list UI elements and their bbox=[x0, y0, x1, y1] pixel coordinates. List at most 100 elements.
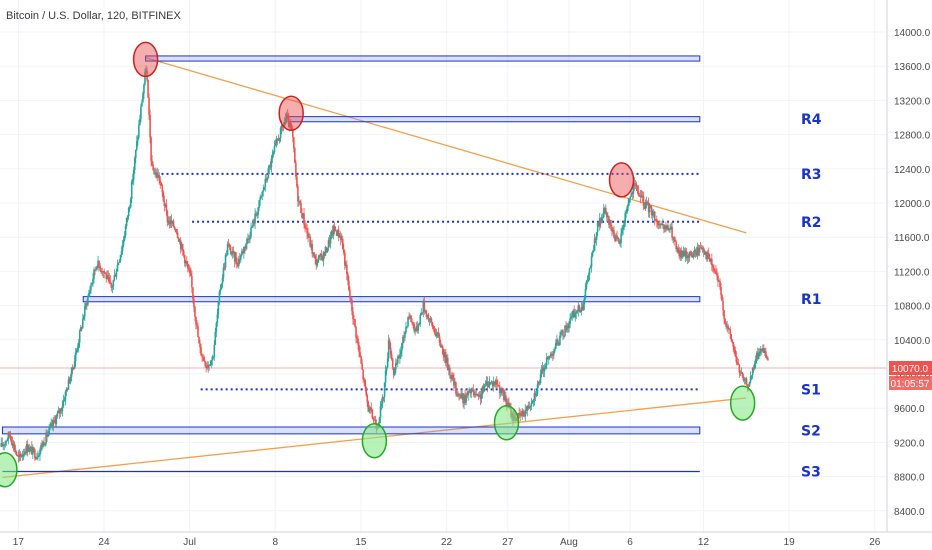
candle-body-529 bbox=[539, 374, 542, 383]
candle-body-157 bbox=[160, 183, 163, 186]
candle-body-710 bbox=[724, 318, 726, 324]
candle-body-279 bbox=[284, 118, 287, 122]
candle-body-16 bbox=[16, 455, 19, 457]
candle-body-716 bbox=[730, 334, 733, 340]
candle-body-359 bbox=[366, 395, 369, 402]
candle-body-624 bbox=[636, 186, 639, 192]
candle-body-219 bbox=[223, 267, 226, 269]
candle-body-341 bbox=[348, 280, 350, 290]
candle-body-531 bbox=[541, 367, 544, 371]
candle-body-241 bbox=[246, 238, 248, 244]
candle-body-242 bbox=[247, 238, 249, 240]
candle-body-735 bbox=[749, 376, 752, 382]
candle-body-117 bbox=[119, 254, 122, 261]
candle-body-525 bbox=[535, 393, 538, 396]
candle-body-454 bbox=[463, 395, 465, 404]
candle-body-310 bbox=[316, 262, 319, 266]
candle-body-211 bbox=[215, 322, 218, 332]
candle-body-555 bbox=[566, 325, 568, 330]
candle-body-57 bbox=[58, 410, 61, 414]
candle-body-442 bbox=[451, 374, 453, 379]
candle-body-257 bbox=[262, 190, 265, 192]
candle-body-326 bbox=[332, 225, 335, 236]
candle-body-124 bbox=[126, 216, 129, 218]
candle-body-274 bbox=[279, 128, 282, 139]
candle-body-321 bbox=[327, 240, 330, 248]
candle-body-533 bbox=[543, 368, 546, 372]
candle-body-121 bbox=[123, 235, 126, 241]
candle-body-106 bbox=[108, 277, 111, 281]
candle-body-217 bbox=[221, 277, 224, 284]
candle-body-630 bbox=[642, 196, 645, 206]
candle-body-218 bbox=[222, 267, 225, 278]
candle-body-367 bbox=[374, 419, 377, 425]
candle-body-184 bbox=[188, 268, 190, 270]
candle-body-403 bbox=[411, 321, 413, 323]
candle-body-665 bbox=[678, 251, 681, 257]
candle-body-643 bbox=[655, 219, 658, 222]
candle-body-608 bbox=[620, 233, 622, 244]
candle-body-295 bbox=[301, 212, 303, 218]
countdown-label: 01:05:57 bbox=[891, 379, 930, 390]
candle-body-159 bbox=[162, 192, 165, 201]
candle-body-627 bbox=[639, 195, 642, 198]
candle-body-477 bbox=[486, 381, 489, 387]
candle-body-392 bbox=[400, 350, 402, 355]
candle-body-539 bbox=[549, 353, 552, 357]
candle-body-206 bbox=[210, 360, 213, 365]
candle-body-685 bbox=[698, 247, 701, 253]
candle-body-494 bbox=[504, 395, 506, 400]
level-label-R2: R2 bbox=[801, 215, 822, 231]
candle-body-291 bbox=[297, 186, 299, 202]
candle-body-450 bbox=[459, 394, 461, 396]
candle-body-75 bbox=[76, 347, 79, 350]
candle-body-144 bbox=[147, 79, 149, 98]
candle-body-485 bbox=[494, 380, 497, 385]
candle-body-565 bbox=[576, 311, 579, 313]
y-tick-label-0: 8400.0 bbox=[894, 507, 925, 518]
level-zone-R1 bbox=[82, 296, 701, 303]
candle-body-734 bbox=[748, 381, 751, 387]
candle-body-141 bbox=[144, 71, 146, 85]
y-tick-labels[interactable]: 8400.0 8800.0 9200.0 9600.0 10000.0 10400.0 10… bbox=[894, 28, 931, 518]
candle-body-23 bbox=[23, 451, 26, 455]
candle-body-265 bbox=[270, 158, 273, 168]
candle-body-694 bbox=[707, 253, 710, 259]
candle-body-40 bbox=[41, 444, 43, 447]
candle-body-83 bbox=[85, 303, 87, 307]
candle-body-522 bbox=[532, 400, 535, 403]
level-zone-R4 bbox=[288, 116, 701, 123]
candle-body-746 bbox=[761, 348, 763, 352]
candle-body-258 bbox=[263, 187, 266, 191]
candle-body-417 bbox=[425, 311, 428, 317]
candle-body-380 bbox=[387, 340, 390, 359]
candle-body-610 bbox=[622, 227, 624, 230]
candle-body-512 bbox=[522, 410, 525, 416]
candle-body-725 bbox=[739, 372, 742, 374]
candle-body-473 bbox=[482, 386, 485, 392]
candle-body-339 bbox=[346, 264, 348, 275]
candle-body-510 bbox=[520, 415, 522, 417]
candle-body-687 bbox=[700, 247, 703, 249]
x-tick-labels[interactable]: 17 24 Jul 8 15 22 27 Aug 6 12 19 26 bbox=[13, 537, 881, 548]
candle-body-688 bbox=[701, 248, 704, 250]
x-tick-label-10: 19 bbox=[784, 537, 796, 548]
candle-body-332 bbox=[338, 235, 341, 238]
candle-body-284 bbox=[289, 122, 292, 129]
candle-body-50 bbox=[51, 423, 54, 426]
candle-body-594 bbox=[606, 213, 608, 218]
candle-body-90 bbox=[92, 278, 94, 283]
candle-body-405 bbox=[413, 323, 415, 331]
candle-body-223 bbox=[227, 244, 230, 246]
candle-body-659 bbox=[672, 236, 674, 238]
candle-body-35 bbox=[36, 457, 38, 460]
candle-body-308 bbox=[314, 255, 317, 260]
candle-body-263 bbox=[268, 166, 271, 169]
candle-body-654 bbox=[667, 225, 669, 230]
candle-body-412 bbox=[420, 312, 423, 316]
candle-body-620 bbox=[632, 185, 635, 195]
candle-body-615 bbox=[627, 203, 630, 207]
candle-body-408 bbox=[416, 326, 418, 331]
candle-body-462 bbox=[471, 389, 474, 392]
candle-body-422 bbox=[430, 318, 433, 323]
